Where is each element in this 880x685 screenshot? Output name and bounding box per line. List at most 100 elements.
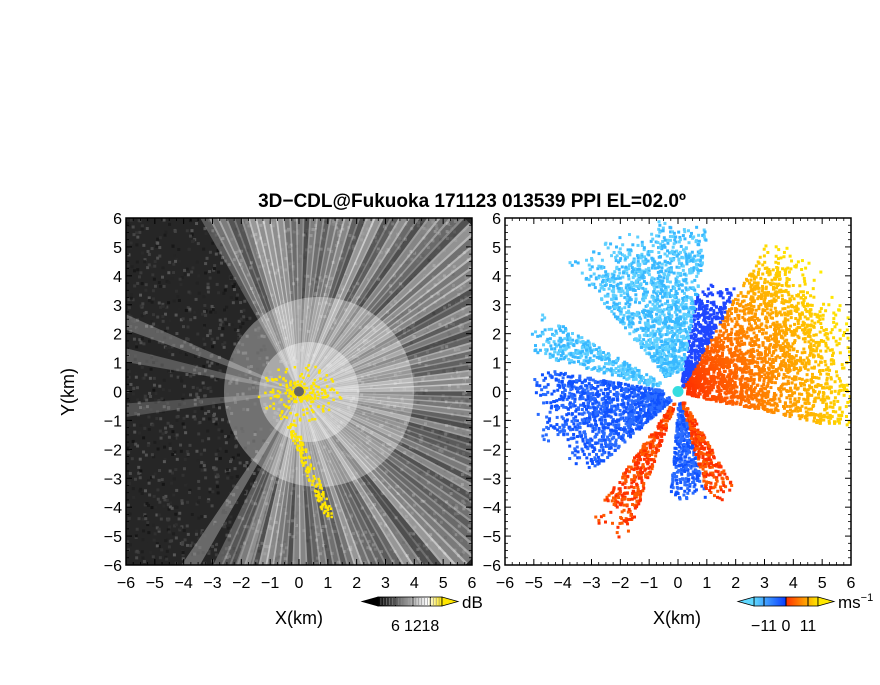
saturated-streak: [304, 461, 307, 464]
velocity-speck: [776, 344, 779, 347]
saturated-speck: [277, 369, 280, 372]
velocity-speck: [834, 380, 837, 383]
saturated-speck: [311, 418, 314, 421]
saturated-streak: [300, 444, 303, 447]
saturated-speck: [265, 407, 268, 410]
noise-speck: [158, 281, 161, 284]
saturated-streak: [318, 480, 321, 483]
noise-speck: [216, 485, 219, 488]
noise-speck: [141, 366, 144, 369]
noise-speck: [223, 341, 226, 344]
figure-title: 3D−CDL@Fukuoka 171123 013539 PPI EL=02.0…: [258, 191, 686, 212]
saturated-streak: [315, 485, 318, 488]
saturated-streak: [306, 475, 309, 478]
saturated-streak: [312, 480, 315, 483]
velocity-speck: [813, 322, 816, 325]
velocity-speck: [840, 414, 843, 417]
noise-speck: [168, 346, 171, 349]
noise-speck: [149, 395, 152, 398]
saturated-speck: [314, 366, 317, 369]
x-tick-label: 2: [352, 575, 361, 592]
velocity-speck: [807, 335, 810, 338]
noise-speck: [135, 376, 138, 379]
noise-speck: [178, 260, 181, 263]
velocity-speck: [779, 256, 782, 259]
saturated-speck: [339, 396, 342, 399]
noise-speck: [158, 528, 161, 531]
velocity-speck: [825, 350, 828, 353]
velocity-speck: [802, 304, 805, 307]
velocity-speck: [794, 363, 797, 366]
saturated-speck: [285, 380, 288, 383]
velocity-speck: [801, 378, 804, 381]
velocity-speck: [797, 387, 800, 390]
noise-speck: [237, 454, 240, 457]
velocity-speck: [770, 279, 773, 282]
x-tick-label: 0: [295, 575, 304, 592]
noise-speck: [132, 225, 135, 228]
noise-speck: [191, 266, 194, 269]
noise-speck: [141, 282, 144, 285]
velocity-speck: [763, 254, 766, 257]
noise-speck: [145, 454, 148, 457]
noise-speck: [141, 492, 144, 495]
noise-speck: [141, 538, 144, 541]
noise-speck: [208, 270, 211, 273]
velocity-speck: [726, 345, 729, 348]
velocity-speck: [787, 342, 790, 345]
saturated-speck: [322, 405, 325, 408]
saturated-streak: [321, 504, 324, 507]
saturated-speck: [270, 397, 273, 400]
y-tick-label: −1: [104, 413, 122, 430]
velocity-speck: [778, 400, 781, 403]
noise-speck: [169, 470, 172, 473]
noise-speck: [187, 291, 190, 294]
noise-speck: [212, 308, 215, 311]
velocity-speck: [818, 343, 821, 346]
noise-speck: [223, 308, 226, 311]
velocity-speck: [797, 322, 800, 325]
noise-speck: [204, 412, 207, 415]
noise-speck: [171, 430, 174, 433]
noise-speck: [180, 380, 183, 383]
velocity-speck: [835, 370, 838, 373]
noise-speck: [197, 274, 200, 277]
noise-speck: [139, 424, 142, 427]
noise-speck: [147, 250, 150, 253]
noise-speck: [203, 343, 206, 346]
y-tick-label: −3: [104, 471, 122, 488]
noise-speck: [201, 439, 204, 442]
noise-speck: [156, 238, 159, 241]
noise-speck: [186, 229, 189, 232]
velocity-speck: [802, 290, 805, 293]
velocity-speck: [786, 318, 789, 321]
velocity-speck: [829, 401, 832, 404]
noise-speck: [152, 323, 155, 326]
noise-speck: [168, 350, 171, 353]
noise-speck: [201, 469, 204, 472]
noise-speck: [212, 418, 215, 421]
velocity-speck: [832, 359, 835, 362]
velocity-speck: [827, 397, 830, 400]
velocity-speck: [780, 349, 783, 352]
saturated-speck: [303, 383, 306, 386]
saturated-streak: [294, 436, 297, 439]
noise-speck: [170, 539, 173, 542]
noise-speck: [212, 414, 215, 417]
velocity-speck: [819, 422, 822, 425]
y-tick-label: 6: [113, 211, 122, 228]
saturated-speck: [327, 394, 330, 397]
noise-speck: [186, 450, 189, 453]
saturated-speck: [285, 385, 288, 388]
saturated-speck: [314, 418, 317, 421]
velocity-speck: [836, 343, 839, 346]
noise-speck: [163, 379, 166, 382]
saturated-speck: [311, 391, 314, 394]
velocity-speck: [842, 334, 845, 337]
noise-speck: [162, 496, 165, 499]
noise-speck: [198, 421, 201, 424]
noise-speck: [181, 541, 184, 544]
velocity-speck: [829, 331, 832, 334]
velocity-speck: [768, 300, 771, 303]
saturated-speck: [318, 369, 321, 372]
